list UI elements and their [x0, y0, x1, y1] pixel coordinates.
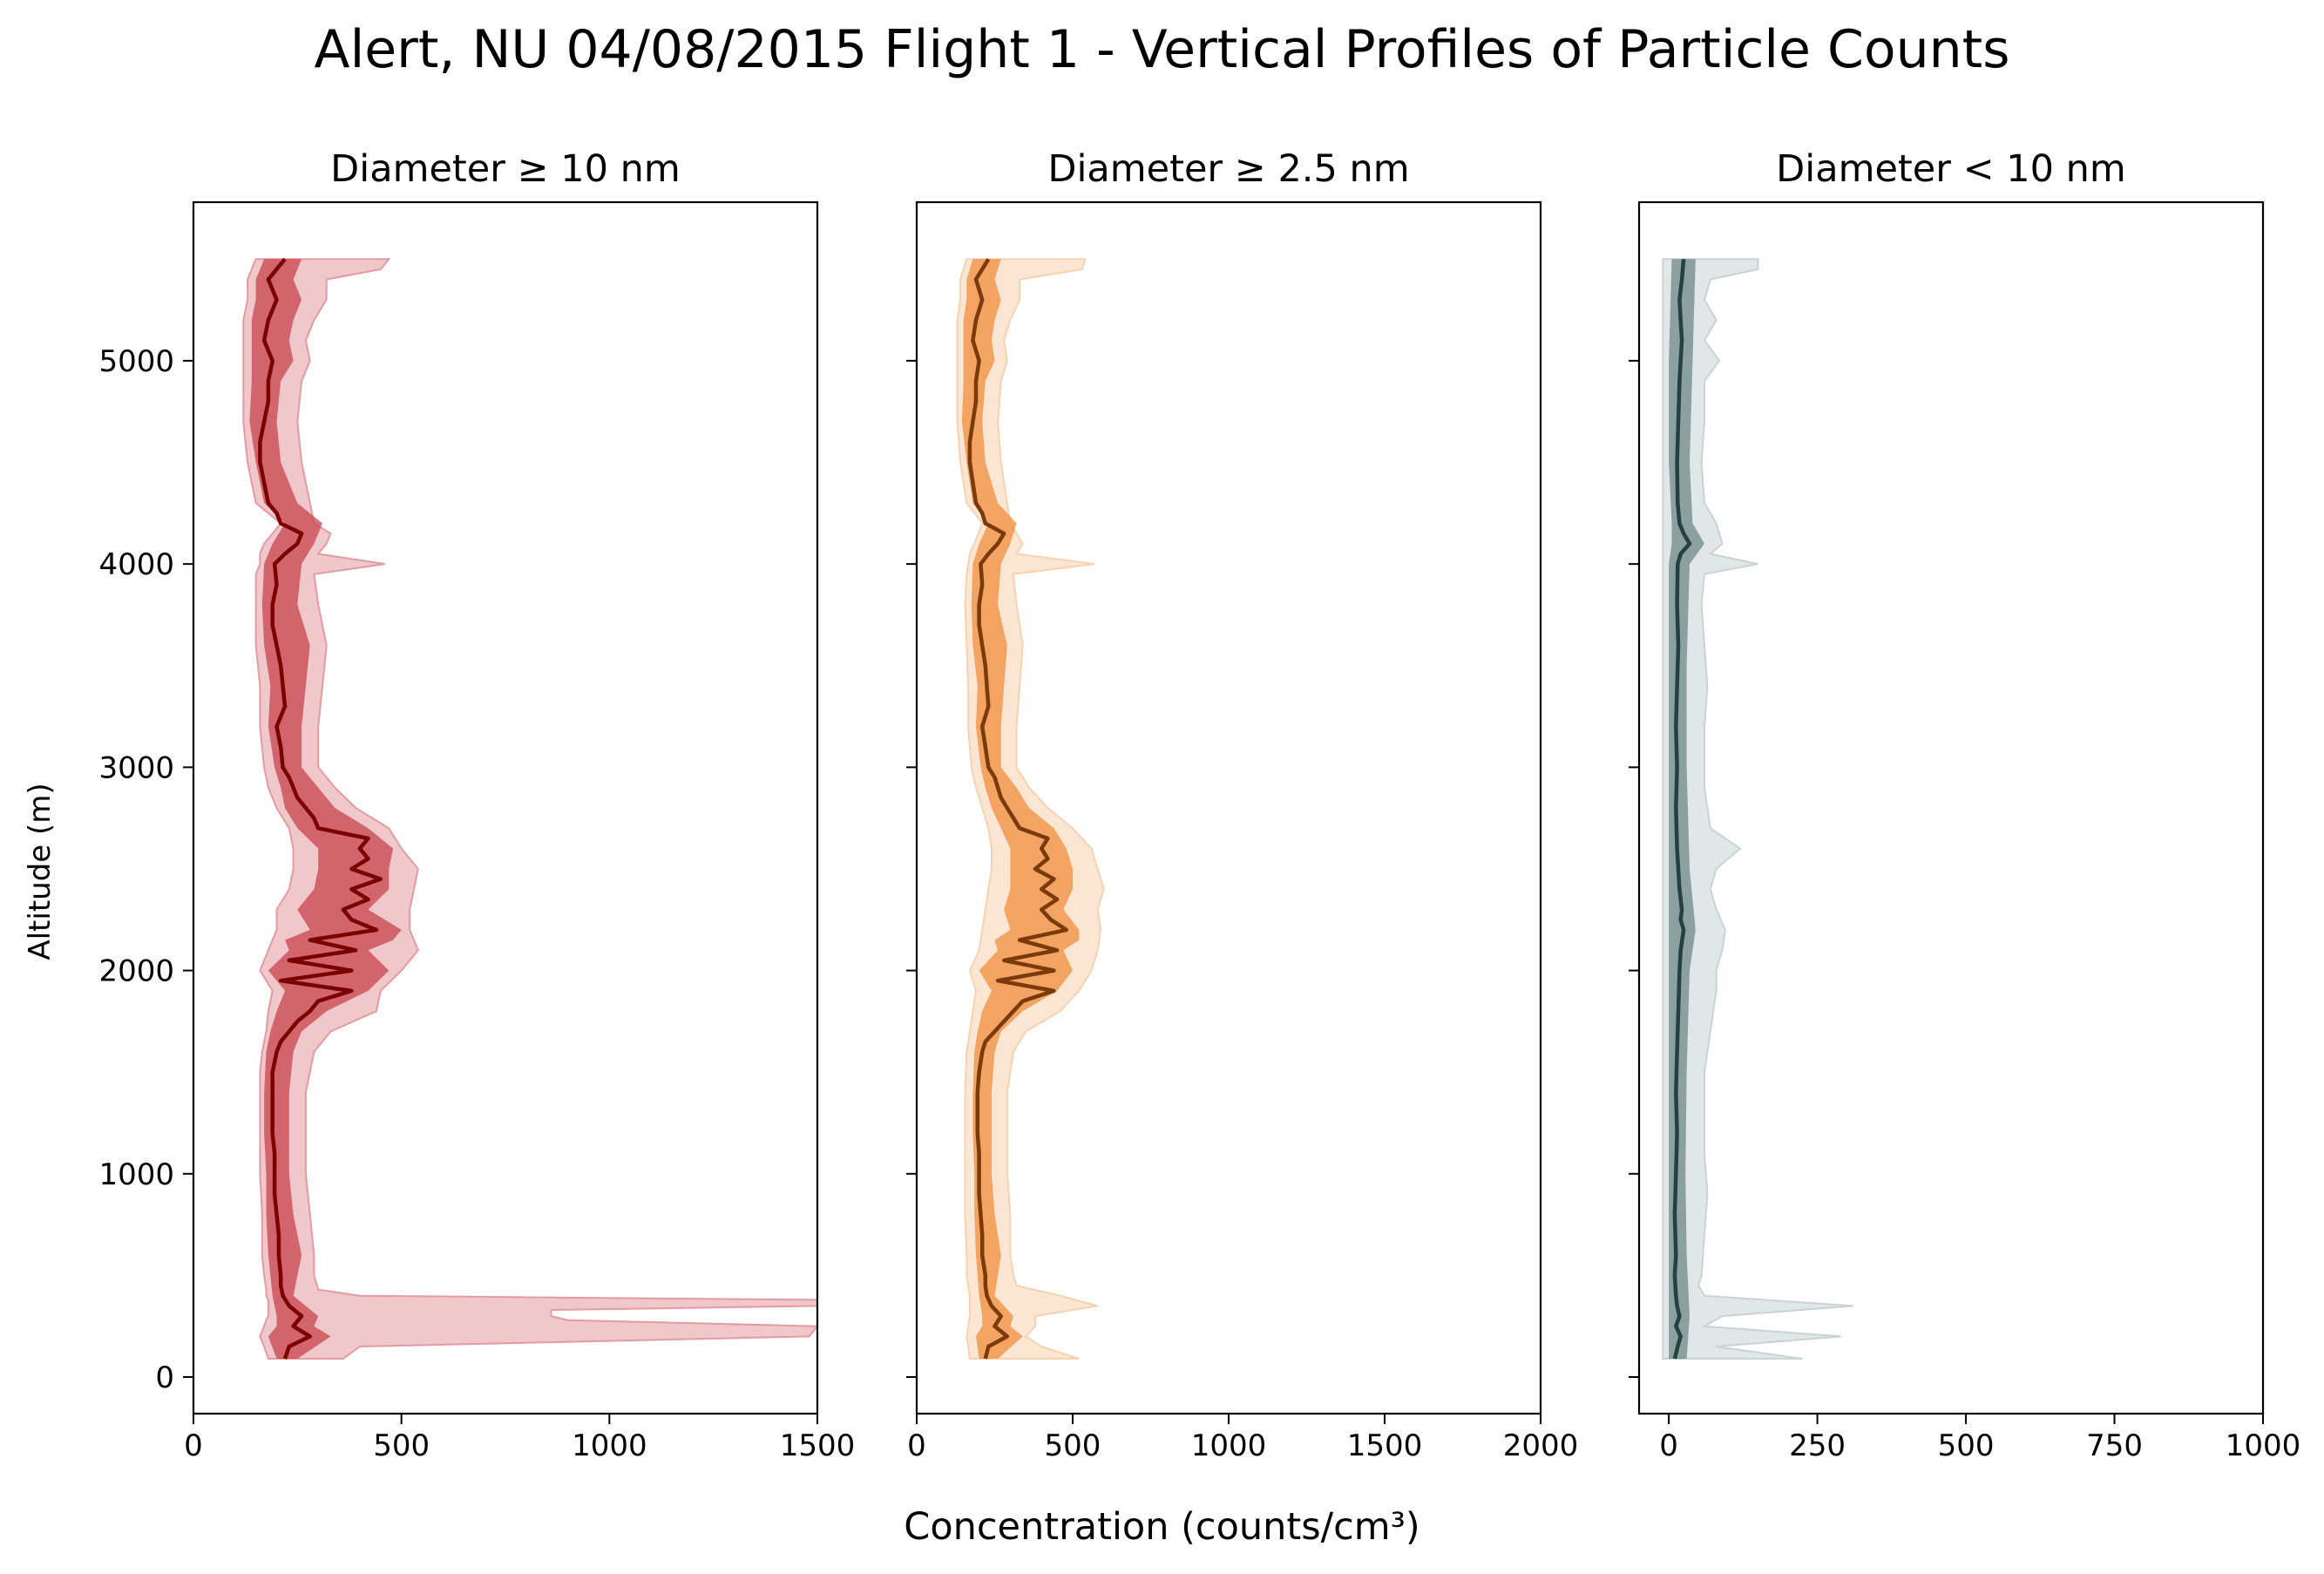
- y-tick-label: 0: [155, 1360, 174, 1395]
- subplot-1: Diameter ≥ 10 nm 0 500 1000 1500 0 1000 2000 300…: [98, 147, 855, 1463]
- x-axis-label: Concentration (counts/cm³): [904, 1505, 1420, 1549]
- inner-range-band: [249, 259, 402, 1359]
- y-tick-label: 1000: [98, 1157, 174, 1192]
- axes-frame: [192, 200, 819, 1415]
- x-tick-label: 0: [907, 1428, 926, 1463]
- x-tick-label: 0: [184, 1428, 203, 1463]
- x-tick-label: 1000: [572, 1428, 647, 1463]
- outer-range-band: [242, 258, 817, 1360]
- axes-frame: [1637, 200, 2265, 1415]
- subplot-3: Diameter < 10 nm 0 250 500 750 1000: [1629, 147, 2300, 1463]
- x-tick-label: 500: [1045, 1428, 1101, 1463]
- x-tick-label: 500: [373, 1428, 430, 1463]
- x-tick-label: 1500: [780, 1428, 856, 1463]
- x-tick-label: 500: [1938, 1428, 1995, 1463]
- y-tick-label: 2000: [98, 954, 174, 989]
- plot-area: [242, 257, 817, 1360]
- x-tick-label: 2000: [1503, 1428, 1579, 1463]
- median-line: [967, 258, 1069, 1360]
- x-tick-label: 250: [1789, 1428, 1846, 1463]
- plot-area: [1662, 258, 1853, 1360]
- plot-area: [956, 258, 1105, 1360]
- x-tick-label: 1000: [2226, 1428, 2301, 1463]
- y-tick-label: 4000: [98, 547, 174, 582]
- subplot-2: Diameter ≥ 2.5 nm 0 500 1000 1500 2000: [906, 147, 1578, 1463]
- x-tick-label: 1000: [1191, 1428, 1267, 1463]
- x-tick-label: 1500: [1347, 1428, 1423, 1463]
- y-tick-label: 3000: [98, 750, 174, 785]
- inner-range-band: [961, 259, 1080, 1359]
- subplot-title: Diameter < 10 nm: [1776, 147, 2126, 191]
- median-line: [258, 257, 383, 1360]
- figure-title: Alert, NU 04/08/2015 Flight 1 - Vertical…: [314, 19, 2010, 80]
- median-line: [1672, 259, 1692, 1360]
- x-tick-label: 0: [1659, 1428, 1678, 1463]
- subplot-title: Diameter ≥ 2.5 nm: [1047, 147, 1409, 191]
- outer-range-band: [1662, 258, 1853, 1360]
- x-tick-label: 750: [2086, 1428, 2143, 1463]
- y-tick-label: 5000: [98, 344, 174, 379]
- subplot-title: Diameter ≥ 10 nm: [330, 147, 681, 191]
